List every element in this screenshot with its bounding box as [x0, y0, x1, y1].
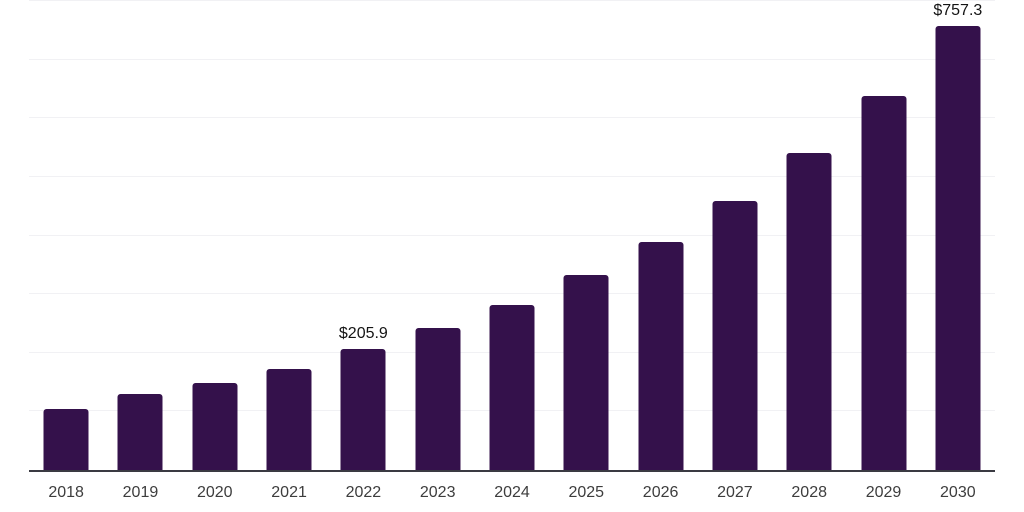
- bar-slot-2030: $757.3: [921, 0, 995, 470]
- bar-2026: [638, 242, 684, 470]
- bar-2024: [489, 305, 535, 470]
- x-tick-2024: 2024: [494, 484, 530, 501]
- bar-value-label-2030: $757.3: [933, 2, 983, 20]
- bar-2020: [192, 383, 238, 470]
- x-tick-2029: 2029: [865, 484, 902, 501]
- bar-slot-2020: [178, 0, 252, 470]
- x-tick-2023: 2023: [419, 484, 456, 501]
- gridline-500: [29, 175, 995, 177]
- bar-2027: [712, 201, 758, 470]
- plot-area: $205.9 $757.3: [29, 0, 995, 472]
- bar-2021: [266, 369, 312, 470]
- bar-slot-2018: [29, 0, 103, 470]
- x-axis-labels: 2018 2019 2020 2021 2022 2023 2024 2025 2026 2027…: [29, 482, 995, 506]
- x-tick-2018: 2018: [48, 484, 84, 501]
- gridline-400: [29, 234, 995, 236]
- bar-2022: [340, 349, 386, 470]
- gridline-600: [29, 117, 995, 119]
- bar-2030: [935, 26, 981, 470]
- bar-2029: [861, 96, 907, 470]
- bar-2018: [43, 409, 89, 470]
- bar-slot-2025: [549, 0, 623, 470]
- bar-value-label-2022: $205.9: [338, 325, 388, 343]
- gridline-300: [29, 293, 995, 295]
- x-tick-2019: 2019: [122, 484, 159, 501]
- x-tick-2028: 2028: [791, 484, 827, 501]
- x-tick-2025: 2025: [568, 484, 605, 501]
- gridline-800: [29, 0, 995, 1]
- x-tick-2021: 2021: [271, 484, 307, 501]
- bar-slot-2022: $205.9: [326, 0, 400, 470]
- x-axis-line: [29, 470, 995, 472]
- x-tick-2022: 2022: [345, 484, 382, 501]
- bar-2019: [117, 394, 163, 470]
- bar-slot-2029: [846, 0, 920, 470]
- bar-slot-2027: [698, 0, 772, 470]
- x-tick-2026: 2026: [642, 484, 679, 501]
- bar-slot-2028: [772, 0, 846, 470]
- bar-slot-2021: [252, 0, 326, 470]
- x-tick-2020: 2020: [196, 484, 233, 501]
- bar-slot-2024: [475, 0, 549, 470]
- bar-slot-2019: [103, 0, 177, 470]
- bar-slot-2026: [623, 0, 697, 470]
- bar-2025: [563, 275, 609, 470]
- bar-2023: [415, 328, 461, 470]
- x-tick-2030: 2030: [940, 484, 976, 501]
- gridline-700: [29, 58, 995, 60]
- x-tick-2027: 2027: [717, 484, 753, 501]
- bar-2028: [786, 153, 832, 470]
- bar-slot-2023: [401, 0, 475, 470]
